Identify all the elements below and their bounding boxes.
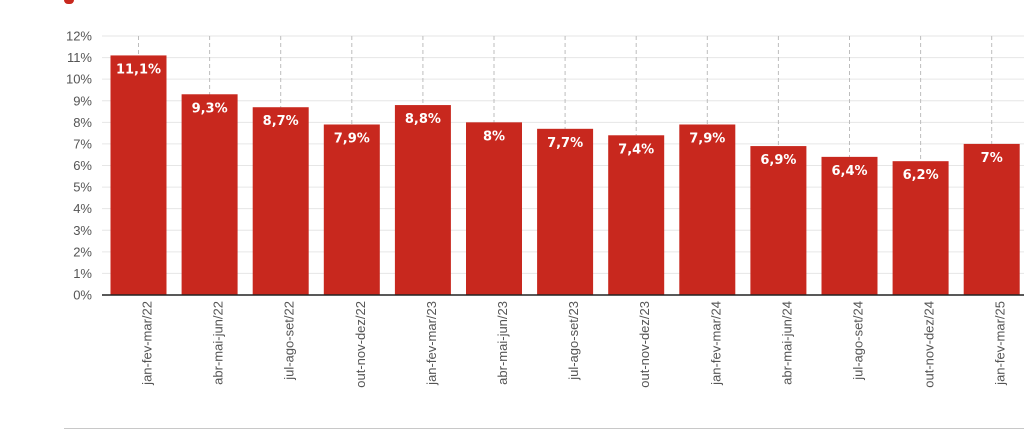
top-accent-mark — [64, 0, 74, 4]
bar-data-label: 7,9% — [334, 131, 370, 146]
bar-data-label: 7,9% — [689, 131, 725, 146]
x-tick-label: jan-fev-mar/25 — [993, 301, 1008, 386]
bar — [323, 124, 380, 295]
y-tick-label: 8% — [73, 115, 92, 130]
bar — [181, 94, 238, 296]
bar-data-label: 7,4% — [618, 142, 654, 157]
x-tick-label: jan-fev-mar/23 — [424, 301, 439, 386]
y-tick-label: 3% — [73, 223, 92, 238]
bar — [750, 146, 807, 295]
y-tick-label: 9% — [73, 93, 92, 108]
bar-data-label: 8,7% — [263, 114, 299, 129]
x-tick-label: jan-fev-mar/22 — [140, 301, 155, 386]
y-tick-label: 12% — [66, 29, 92, 44]
x-tick-label: jul-ago-set/22 — [282, 301, 297, 381]
bar — [252, 107, 309, 295]
y-tick-label: 4% — [73, 201, 92, 216]
bar — [679, 124, 736, 295]
bar — [608, 135, 665, 295]
y-tick-label: 11% — [67, 50, 92, 65]
x-tick-label: out-nov-dez/22 — [353, 301, 368, 388]
y-tick-label: 7% — [73, 136, 92, 151]
x-tick-label: abr-mai-jun/22 — [211, 301, 226, 385]
y-tick-label: 5% — [73, 180, 92, 195]
bar-data-label: 9,3% — [192, 101, 228, 116]
x-tick-label: jul-ago-set/23 — [566, 301, 581, 381]
bar-data-label: 6,9% — [760, 153, 796, 168]
bar — [394, 105, 451, 295]
bar — [110, 55, 167, 295]
y-tick-label: 6% — [73, 158, 92, 173]
x-tick-label: abr-mai-jun/24 — [779, 301, 794, 385]
bar-data-label: 11,1% — [116, 62, 161, 77]
bottom-divider — [64, 428, 1024, 429]
y-tick-label: 2% — [73, 244, 92, 259]
bar — [466, 122, 522, 295]
x-tick-label: jan-fev-mar/24 — [708, 301, 723, 386]
bar-data-label: 6,4% — [831, 164, 867, 179]
x-tick-label: out-nov-dez/23 — [637, 301, 652, 388]
bar-data-label: 7% — [981, 151, 1003, 166]
bar-data-label: 8% — [483, 129, 505, 144]
bar — [963, 143, 1020, 295]
x-tick-label: abr-mai-jun/23 — [495, 301, 510, 385]
y-tick-label: 10% — [66, 72, 92, 87]
x-tick-label: out-nov-dez/24 — [922, 301, 937, 388]
bar-data-label: 8,8% — [405, 112, 441, 127]
bar — [537, 128, 594, 295]
y-tick-label: 1% — [73, 266, 92, 281]
y-tick-label: 0% — [73, 288, 92, 303]
bar-data-label: 7,7% — [547, 136, 583, 151]
bar-data-label: 6,2% — [903, 168, 939, 183]
x-tick-label: jul-ago-set/24 — [851, 301, 866, 381]
bar — [892, 161, 949, 295]
bar — [821, 156, 878, 295]
